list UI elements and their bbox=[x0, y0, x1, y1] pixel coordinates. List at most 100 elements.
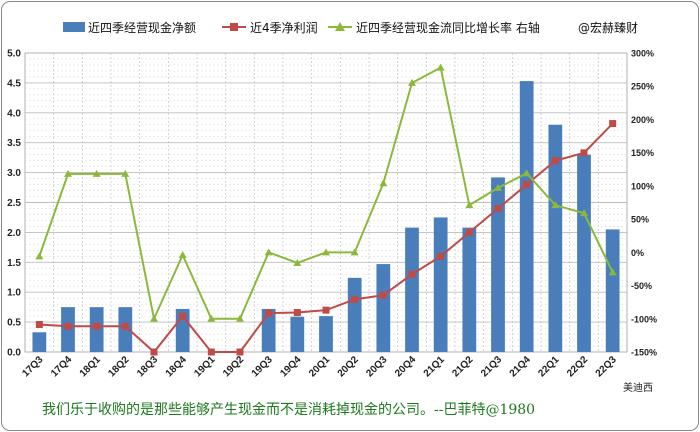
profit-point bbox=[236, 348, 244, 356]
y2-tick-label: 100% bbox=[631, 181, 654, 191]
growth-point bbox=[608, 268, 617, 276]
y2-tick-label: -50% bbox=[631, 281, 652, 291]
x-tick-label: 21Q2 bbox=[450, 354, 475, 379]
growth-point bbox=[522, 169, 531, 177]
growth-point bbox=[436, 63, 445, 71]
x-tick-label: 20Q2 bbox=[336, 354, 361, 379]
growth-point bbox=[178, 250, 187, 258]
growth-point bbox=[322, 248, 330, 256]
y2-tick-label: 150% bbox=[631, 148, 654, 158]
y2-tick-label: 50% bbox=[631, 215, 649, 225]
y-tick-label: 1.0 bbox=[7, 288, 21, 299]
y-tick-label: 3.5 bbox=[7, 138, 21, 149]
bar bbox=[347, 277, 362, 352]
line-series bbox=[35, 63, 617, 356]
bar bbox=[405, 227, 419, 352]
growth-point bbox=[35, 252, 44, 260]
x-tick-label: 20Q1 bbox=[307, 354, 332, 379]
bar bbox=[577, 154, 591, 352]
x-tick-label: 17Q3 bbox=[20, 354, 45, 379]
profit-point bbox=[265, 309, 273, 317]
profit-point bbox=[465, 228, 473, 236]
x-tick-label: 19Q2 bbox=[221, 354, 246, 379]
bar bbox=[519, 81, 534, 352]
growth-point bbox=[264, 248, 273, 256]
growth-point bbox=[580, 209, 588, 217]
profit-point bbox=[580, 149, 588, 157]
growth-point bbox=[150, 314, 158, 322]
profit-point bbox=[64, 322, 72, 330]
y-tick-label: 1.5 bbox=[7, 258, 21, 269]
profit-point bbox=[121, 322, 129, 330]
legend-label-growth: 近四季经营现金流同比增长率 右轴 bbox=[356, 20, 540, 35]
profit-point bbox=[207, 348, 215, 356]
profit-point bbox=[322, 306, 330, 314]
watermark: @宏赫臻财 bbox=[578, 20, 638, 35]
y2-tick-label: 200% bbox=[631, 115, 654, 125]
y-tick-label: 3.0 bbox=[7, 168, 21, 179]
bar bbox=[290, 316, 305, 352]
x-tick-label: 18Q1 bbox=[78, 354, 103, 379]
y-tick-label: 4.5 bbox=[7, 78, 21, 89]
bar bbox=[32, 332, 47, 352]
x-tick-label: 18Q3 bbox=[135, 354, 160, 379]
quote-text: 我们乐于收购的是那些能够产生现金而不是消耗掉现金的公司。--巴菲特@1980 bbox=[42, 402, 535, 418]
bar-series bbox=[32, 81, 620, 352]
legend-label-profit: 近4季净利润 bbox=[250, 21, 318, 35]
x-tick-label: 22Q2 bbox=[565, 354, 590, 379]
y2-tick-label: -100% bbox=[631, 314, 657, 324]
bar bbox=[319, 316, 333, 352]
bar bbox=[491, 177, 505, 352]
profit-point bbox=[93, 322, 101, 330]
x-tick-label: 20Q4 bbox=[393, 354, 418, 379]
growth-point bbox=[64, 169, 72, 177]
x-tick-label: 18Q4 bbox=[164, 354, 189, 379]
growth-point bbox=[494, 183, 502, 191]
y-tick-label: 2.0 bbox=[7, 228, 21, 239]
profit-point bbox=[293, 309, 301, 317]
profit-point bbox=[379, 291, 387, 299]
growth-point bbox=[379, 179, 388, 187]
profit-point bbox=[523, 181, 531, 189]
y2-tick-label: 250% bbox=[631, 82, 654, 92]
legend-swatch-profit-marker bbox=[230, 23, 238, 31]
growth-point bbox=[465, 201, 474, 209]
y2-tick-label: -150% bbox=[631, 348, 657, 358]
legend-swatch-bar bbox=[63, 22, 85, 32]
x-tick-label: 19Q1 bbox=[192, 354, 217, 379]
growth-point bbox=[236, 314, 244, 322]
bar bbox=[605, 229, 620, 352]
y-tick-label: 5.0 bbox=[7, 49, 21, 60]
growth-point bbox=[121, 169, 130, 177]
x-tick-label: 21Q1 bbox=[422, 354, 447, 379]
x-tick-label: 22Q3 bbox=[594, 354, 619, 379]
bar bbox=[548, 124, 563, 352]
profit-point bbox=[609, 120, 617, 128]
growth-point bbox=[551, 201, 560, 209]
y2-tick-label: 0% bbox=[631, 248, 644, 258]
x-tick-label: 18Q2 bbox=[106, 354, 131, 379]
bar bbox=[433, 217, 448, 352]
company-annotation: 美迪西 bbox=[623, 381, 653, 394]
x-tick-label: 21Q4 bbox=[508, 354, 533, 379]
profit-point bbox=[437, 252, 445, 260]
profit-point bbox=[150, 348, 158, 356]
bar bbox=[261, 308, 276, 352]
profit-point bbox=[494, 204, 502, 212]
legend: 近四季经营现金净额 近4季净利润 近四季经营现金流同比增长率 右轴 @宏赫臻财 bbox=[63, 20, 638, 35]
y-tick-label: 0.5 bbox=[7, 318, 21, 329]
y-tick-label: 2.5 bbox=[7, 198, 21, 209]
legend-label-cash: 近四季经营现金净额 bbox=[88, 20, 196, 35]
growth-point bbox=[207, 314, 216, 322]
profit-point bbox=[179, 312, 187, 320]
x-tick-label: 17Q4 bbox=[49, 354, 74, 379]
growth-point bbox=[350, 248, 359, 256]
legend-swatch-growth-marker bbox=[335, 22, 345, 31]
x-tick-label: 21Q3 bbox=[479, 354, 504, 379]
growth-point bbox=[408, 78, 416, 86]
profit-point bbox=[408, 270, 416, 278]
x-tick-label: 22Q1 bbox=[536, 354, 561, 379]
y-tick-label: 4.0 bbox=[7, 108, 21, 119]
bar bbox=[376, 264, 391, 352]
